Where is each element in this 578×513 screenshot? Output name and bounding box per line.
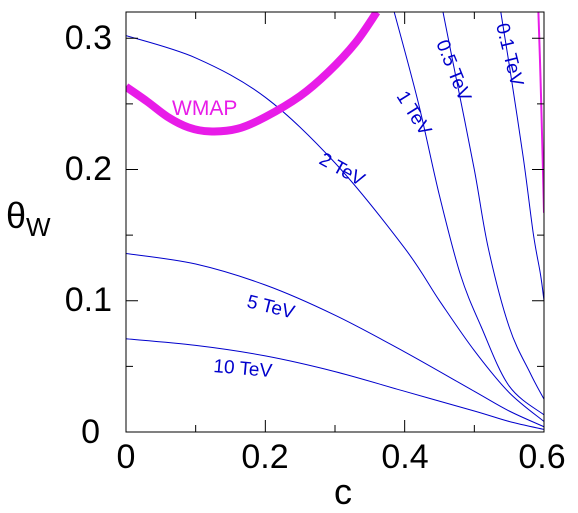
curve-label-1-tev: 1 TeV <box>392 88 436 140</box>
x-axis-title: c <box>334 471 352 512</box>
x-tick-label-1: 0.2 <box>241 438 288 476</box>
series-line-5-tev-1 <box>126 253 544 428</box>
y-tick-label-0: 0 <box>81 413 100 451</box>
series-line-2-tev-2 <box>126 35 544 422</box>
curve-label-5-tev: 5 TeV <box>245 291 297 323</box>
series-line-0-1-tev-5 <box>500 12 544 301</box>
curve-label-wmap: WMAP <box>172 97 237 120</box>
x-tick-label-0: 0 <box>117 438 136 476</box>
curve-label-2-tev: 2 TeV <box>316 149 369 191</box>
series-line-wmap-6 <box>126 12 381 136</box>
plot-frame <box>125 11 545 433</box>
tick-layer <box>125 12 545 433</box>
y-tick-label-3: 0.3 <box>65 19 112 57</box>
y-tick-label-2: 0.2 <box>65 150 112 188</box>
curve-label-0-1-tev: 0.1 TeV <box>491 21 527 89</box>
curve-label-10-tev: 10 TeV <box>213 356 274 382</box>
series-line-wmap-7 <box>537 12 544 213</box>
curve-layer <box>126 12 544 430</box>
series-line-0-5-tev-4 <box>442 12 544 400</box>
x-tick-label-3: 0.6 <box>518 438 565 476</box>
y-axis-title: θW <box>6 195 51 242</box>
curve-label-0-5-tev: 0.5 TeV <box>431 37 475 105</box>
y-tick-label-1: 0.1 <box>65 281 112 319</box>
x-tick-label-2: 0.4 <box>381 438 428 476</box>
series-line-1-tev-3 <box>393 12 544 416</box>
series-line-10-tev-0 <box>126 338 544 430</box>
